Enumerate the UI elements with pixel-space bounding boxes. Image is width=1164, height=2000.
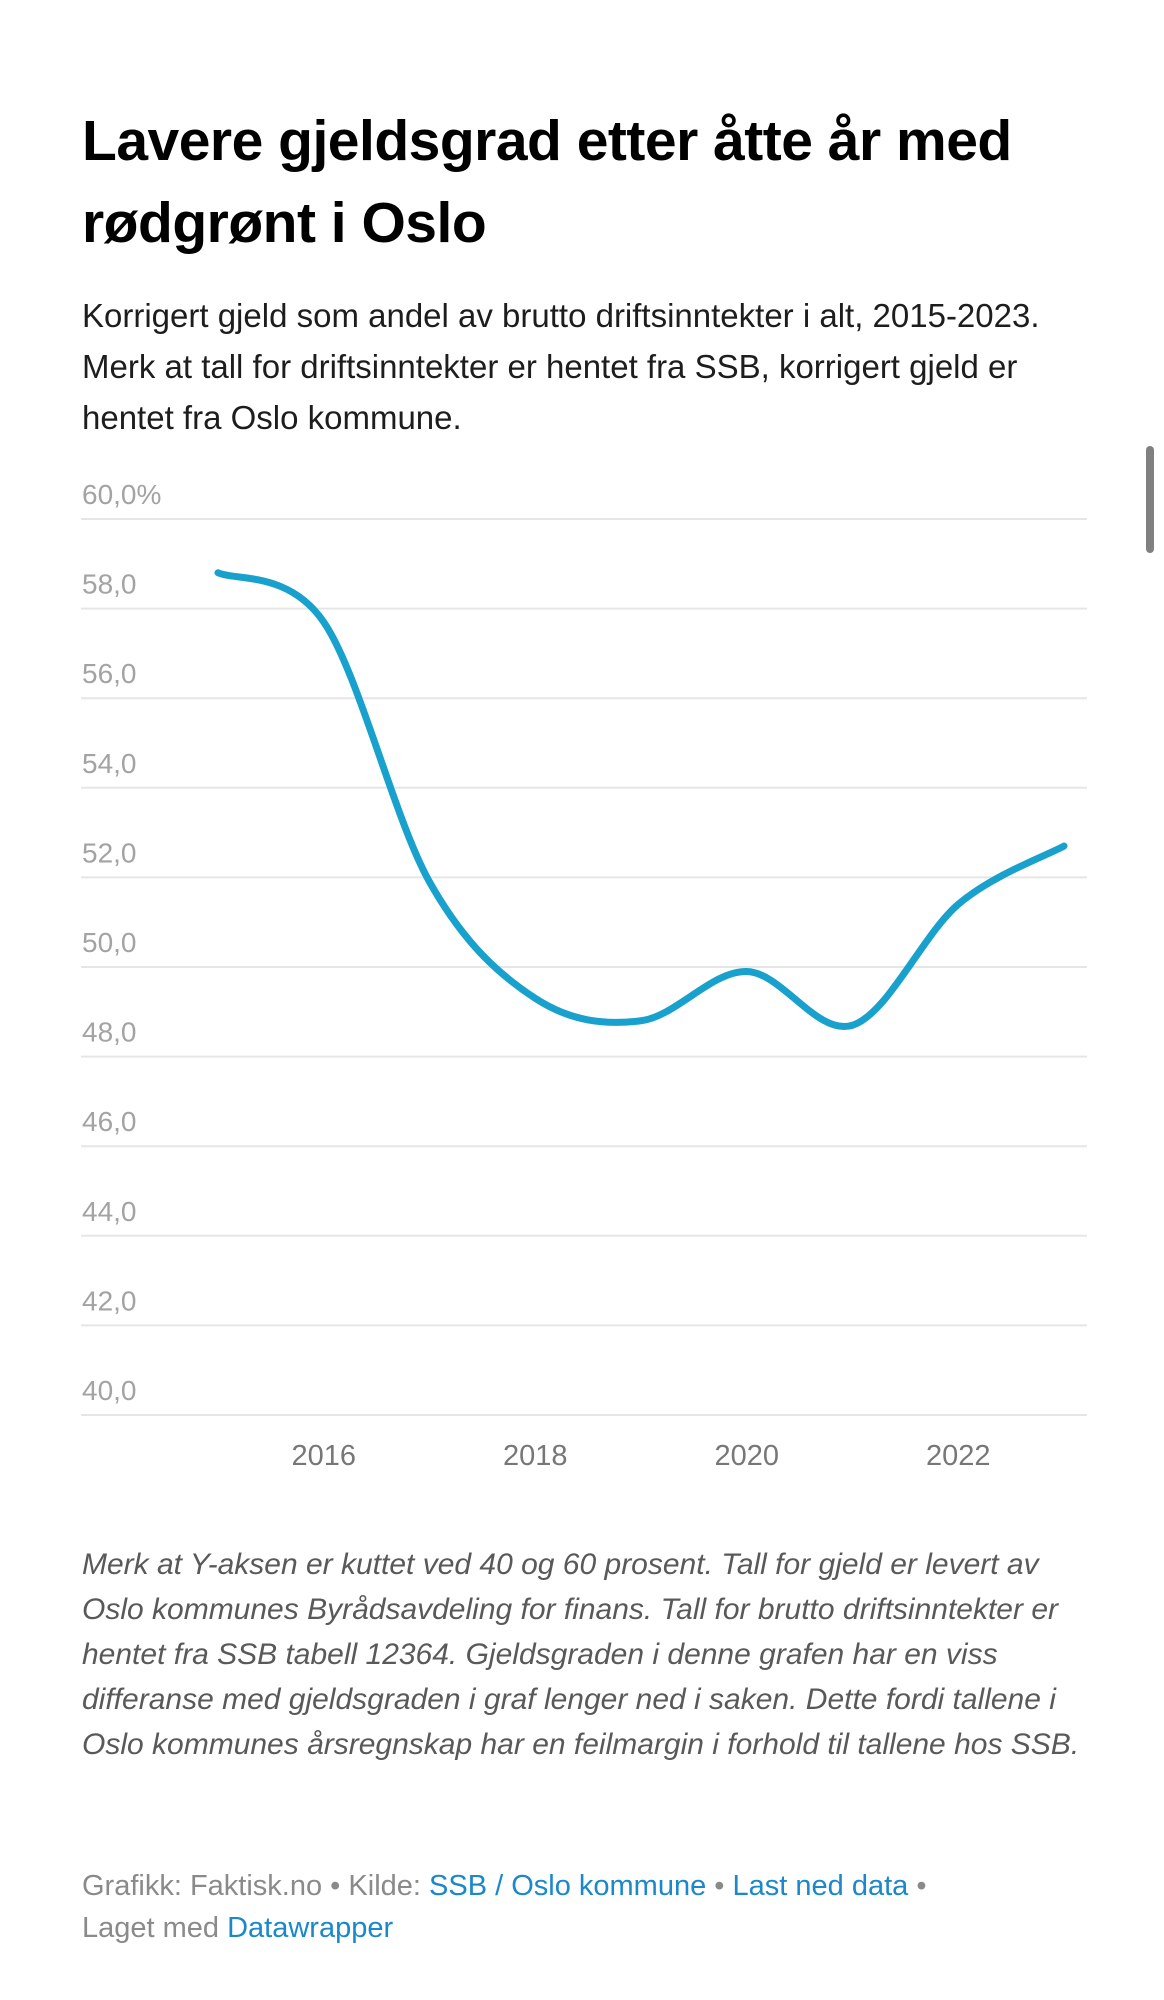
data-point-2019[interactable] (631, 1011, 651, 1031)
y-tick-label: 48,0 (82, 1017, 137, 1048)
chart-notes: Merk at Y-aksen er kuttet ved 40 og 60 p… (82, 1548, 1080, 1761)
data-point-2016[interactable] (314, 612, 334, 632)
y-axis-labels: 60,0% 58,0 56,0 54,0 52,0 50,0 48,0 46,0 44,0 42,… (82, 479, 161, 1406)
made-with-prefix: Laget med (82, 1912, 228, 1944)
download-data-link[interactable]: Last ned data (732, 1870, 909, 1902)
graphics-credit: Grafikk: Faktisk.no (82, 1870, 323, 1902)
x-tick-label: 2022 (926, 1440, 991, 1472)
y-tick-label: 60,0% (82, 479, 161, 510)
chart-subtitle: Korrigert gjeld som andel av brutto drif… (82, 297, 1040, 436)
x-tick-label: 2018 (503, 1440, 568, 1472)
line-chart: 60,0% 58,0 56,0 54,0 52,0 50,0 48,0 46,0 44,0 42,… (81, 479, 1087, 1472)
separator: • (322, 1870, 349, 1902)
series-line (214, 569, 1068, 1031)
y-tick-label: 58,0 (82, 569, 137, 600)
datawrapper-link[interactable]: Datawrapper (227, 1912, 394, 1944)
y-tick-label: 40,0 (82, 1375, 137, 1406)
data-point-2021[interactable] (843, 1015, 863, 1035)
y-tick-label: 54,0 (82, 748, 137, 779)
data-point-2022[interactable] (948, 894, 968, 914)
series-line-layer (208, 563, 1074, 1035)
x-tick-label: 2020 (714, 1440, 779, 1472)
y-tick-label: 46,0 (82, 1106, 137, 1137)
source-link[interactable]: SSB / Oslo kommune (429, 1870, 707, 1902)
scrollbar[interactable] (1146, 446, 1154, 553)
data-point-2023[interactable] (1054, 836, 1074, 856)
separator: • (706, 1870, 733, 1902)
y-tick-label: 50,0 (82, 927, 137, 958)
gridlines (81, 518, 1087, 1416)
data-point-2018[interactable] (525, 988, 545, 1008)
y-tick-label: 42,0 (82, 1285, 137, 1316)
data-point-2017[interactable] (420, 872, 440, 892)
data-point-2020[interactable] (737, 961, 757, 981)
x-tick-label: 2016 (291, 1440, 356, 1472)
separator: • (908, 1870, 927, 1902)
x-axis-labels: 2016 2018 2020 2022 (291, 1440, 990, 1472)
y-tick-label: 44,0 (82, 1196, 137, 1227)
y-tick-label: 56,0 (82, 658, 137, 689)
y-tick-label: 52,0 (82, 837, 137, 868)
data-point-2015[interactable] (208, 563, 228, 583)
chart-title: Lavere gjeldsgrad etter åtte år med rødg… (82, 109, 1012, 255)
chart-footer: Grafikk: Faktisk.no • Kilde: SSB / Oslo … (82, 1865, 1092, 1949)
source-prefix: Kilde: (348, 1870, 430, 1902)
